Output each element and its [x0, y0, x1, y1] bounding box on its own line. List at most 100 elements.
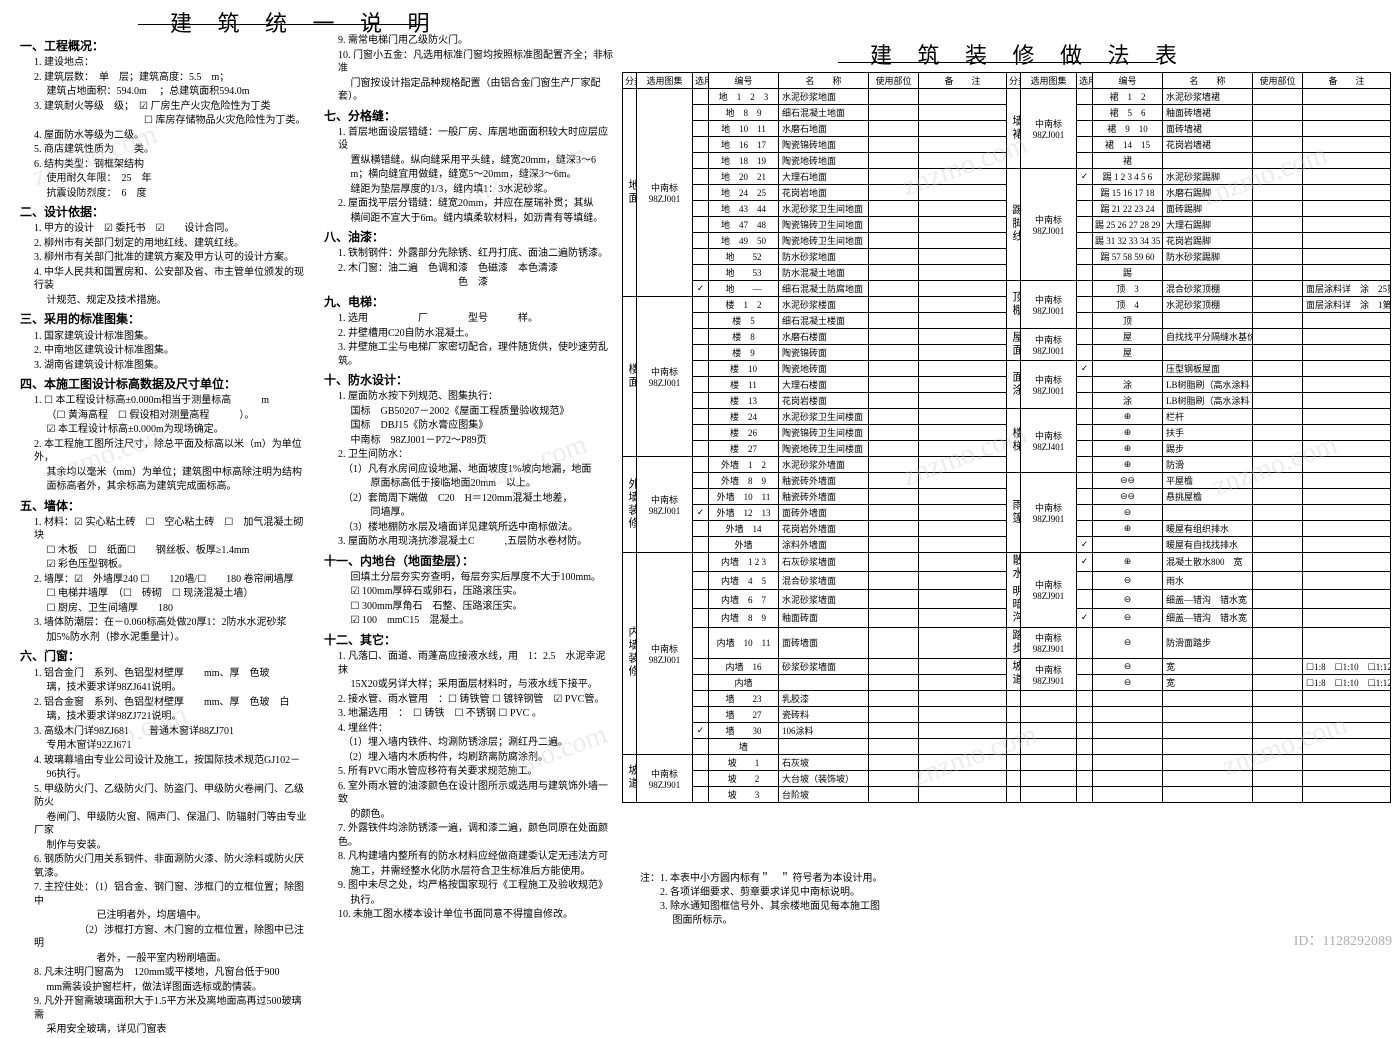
table-cell — [693, 185, 709, 201]
table-cell: ⊖ — [1093, 674, 1163, 690]
narrative-line: 璃，技术要求详98ZJ721说明。 — [20, 710, 310, 724]
table-cell — [1093, 738, 1163, 754]
narrative-column-2: 9. 需常电梯门用乙级防火门。10. 门窗小五金：凡选用标准门窗均按照标准图配置… — [324, 34, 614, 923]
table-row: 墙 23乳胶漆 — [623, 690, 1391, 706]
title-underline — [138, 24, 428, 25]
table-cell — [1007, 770, 1021, 786]
narrative-line: 国标 DBJ15《防水膏应图集》 — [324, 419, 614, 433]
table-cell: 雨水 — [1163, 571, 1253, 590]
table-cell — [1303, 441, 1391, 457]
table-cell — [919, 441, 1007, 457]
table-cell: 中南标98ZJ001 — [1021, 281, 1077, 329]
table-cell: 墙 30 — [709, 722, 779, 738]
table-cell: 水泥砂浆墙裙 — [1163, 89, 1253, 105]
table-cell: 坡道 — [623, 754, 637, 802]
table-header: 备 注 — [919, 73, 1007, 89]
table-cell — [919, 489, 1007, 505]
table-cell: 外墙 1 2 — [709, 457, 779, 473]
table-cell — [693, 105, 709, 121]
table-cell — [1077, 738, 1093, 754]
table-cell — [869, 537, 919, 553]
table-cell: 雨篷 — [1007, 473, 1021, 553]
table-cell — [869, 361, 919, 377]
table-cell: 暖屋有组织排水 — [1163, 521, 1253, 537]
table-cell — [1093, 690, 1163, 706]
table-cell — [693, 537, 709, 553]
table-cell: 水泥砂浆外墙面 — [779, 457, 869, 473]
table-cell — [869, 627, 919, 658]
table-cell — [1253, 121, 1303, 137]
narrative-line: 9. 需常电梯门用乙级防火门。 — [324, 34, 614, 48]
table-header: 选用图集 — [1021, 73, 1077, 89]
narrative-line: 中南标 98ZJ001－P72～P89页 — [324, 434, 614, 448]
table-cell — [919, 722, 1007, 738]
table-cell: ✓ — [693, 281, 709, 297]
table-cell: 陶瓷锦砖面 — [779, 345, 869, 361]
table-cell — [1303, 489, 1391, 505]
table-cell: 屋 — [1093, 329, 1163, 345]
table-cell — [1021, 722, 1077, 738]
table-cell — [1163, 706, 1253, 722]
narrative-line: 1. 屋面防水按下列规范、图集执行： — [324, 390, 614, 404]
table-cell: 外墙装修 — [623, 457, 637, 553]
table-cell: 中南标98ZJ001 — [1021, 361, 1077, 409]
table-cell — [1077, 137, 1093, 153]
table-cell: 顶棚 — [1007, 281, 1021, 329]
table-row: 坡 3台阶坡 — [623, 786, 1391, 802]
table-row: 内墙装修中南标98ZJ001内墙 1 2 3石灰砂浆墙面散水 明暗沟中南标98Z… — [623, 553, 1391, 572]
narrative-line: 5. 商店建筑性质为 类。 — [20, 143, 310, 157]
table-cell — [693, 345, 709, 361]
table-cell: 陶瓷地砖卫生间楼面 — [779, 441, 869, 457]
table-cell: 陶瓷地砖地面 — [779, 153, 869, 169]
table-header: 选用 — [1077, 73, 1093, 89]
narrative-line: 15X20或另详大样；采用面层材料时，与液水线下接平。 — [324, 678, 614, 692]
table-cell — [1253, 571, 1303, 590]
table-cell: 大台坡（装饰坡） — [779, 770, 869, 786]
table-cell: ⊖ — [1093, 505, 1163, 521]
table-cell: 水泥砂浆墙面 — [779, 590, 869, 609]
table-cell — [1093, 722, 1163, 738]
table-row: 坡道中南标98ZJ901坡 1石灰坡 — [623, 754, 1391, 770]
table-cell — [1077, 571, 1093, 590]
table-cell — [1253, 674, 1303, 690]
table-cell: 宽 — [1163, 674, 1253, 690]
table-cell: 细石混凝土防腐地面 — [779, 281, 869, 297]
table-cell — [869, 505, 919, 521]
narrative-line: 回填土分层夯实夯查明，每层夯实后厚度不大于100mm。 — [324, 571, 614, 585]
table-cell — [919, 313, 1007, 329]
narrative-line: ☑ 彩色压型钢板。 — [20, 558, 310, 572]
table-cell — [1303, 345, 1391, 361]
narrative-line: 5. 甲级防火门、乙级防火门、防盗门、甲级防火卷闸门、乙级防火 — [20, 783, 310, 810]
table-cell — [1021, 690, 1077, 706]
table-cell — [869, 521, 919, 537]
table-cell: 防滑面踏步 — [1163, 627, 1253, 658]
table-cell: 地 — — [709, 281, 779, 297]
table-cell — [1077, 313, 1093, 329]
table-cell: 花岗岩地面 — [779, 185, 869, 201]
table-cell: 乳胶漆 — [779, 690, 869, 706]
table-cell — [919, 89, 1007, 105]
table-cell — [1303, 706, 1391, 722]
table-cell — [1253, 786, 1303, 802]
narrative-line: 3. 湖南省建筑设计标准图集。 — [20, 359, 310, 373]
table-cell — [1303, 738, 1391, 754]
table-cell: ⊖ — [1093, 658, 1163, 674]
table-cell: 细盖—错沟 错水宽 — [1163, 609, 1253, 628]
table-cell: 水磨石踢脚 — [1163, 185, 1253, 201]
table-cell — [1253, 329, 1303, 345]
table-cell — [1077, 89, 1093, 105]
table-cell — [919, 674, 1007, 690]
narrative-line: 2. 木门窗：油二遍 色调和漆 色磁漆 本色清漆 — [324, 262, 614, 276]
table-cell: 中南标98ZJ001 — [637, 457, 693, 553]
table-cell: 地 43 44 — [709, 201, 779, 217]
table-cell: ✓ — [1077, 537, 1093, 553]
section-heading: 六、门窗： — [20, 648, 310, 664]
table-cell — [1253, 537, 1303, 553]
table-cell — [1077, 153, 1093, 169]
table-cell — [1303, 137, 1391, 153]
table-cell — [1253, 441, 1303, 457]
table-cell: 地 47 48 — [709, 217, 779, 233]
table-cell — [1021, 786, 1077, 802]
table-cell: 平屋檐 — [1163, 473, 1253, 489]
narrative-line: 1. 铁制钢件：外露部分先除锈、红丹打底、面油二遍防锈漆。 — [324, 247, 614, 261]
